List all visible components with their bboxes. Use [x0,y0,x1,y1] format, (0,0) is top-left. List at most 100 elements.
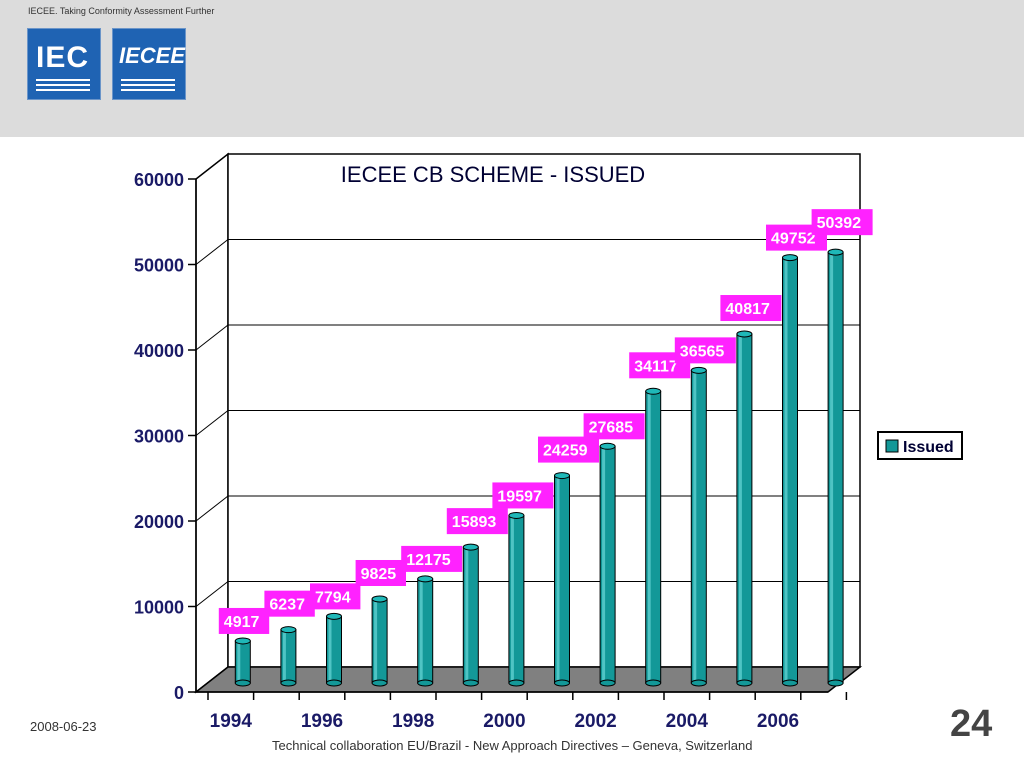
x-tick-label: 2000 [483,711,525,732]
bar [690,366,707,687]
logo-stripe [121,79,175,81]
gridline-diagonal [195,153,229,180]
data-label-box [446,508,508,535]
data-label-box [583,413,645,440]
data-label-box [674,337,736,364]
footer-text: Technical collaboration EU/Brazil - New … [272,738,753,753]
bar [782,254,798,687]
bar-top [326,612,342,620]
bar-top [417,575,434,583]
bar [234,637,251,687]
y-tick-label: 0 [174,683,184,703]
bar-top [736,330,753,338]
bar-top [599,442,616,450]
data-label-text: 40817 [725,301,770,318]
bar-highlight [784,257,788,683]
data-label-box [720,295,782,322]
chart-title: IECEE CB SCHEME - ISSUED [341,162,645,187]
bar-base [599,679,616,687]
data-label-box [492,482,554,509]
bar [462,543,479,687]
iecee-logo-text: IECEE [119,43,186,68]
data-label: 15893 [446,508,508,535]
chart-bars [234,248,844,687]
data-label-box [811,209,873,236]
bar-base [554,679,570,687]
iec-logo: IEC [27,28,101,100]
bar [645,387,662,687]
data-label-text: 36565 [680,343,725,360]
data-label: 9825 [355,559,406,586]
bar-top [280,626,297,634]
data-label-text: 12175 [406,552,451,569]
bar-highlight [556,475,560,683]
logo-stripe [36,79,90,81]
bar-highlight [465,547,469,683]
data-label: 34117 [629,352,691,379]
bar-highlight [237,640,241,683]
bar-top [690,366,707,374]
bar-top [508,511,525,519]
bar-base [280,679,297,687]
bar-top [645,387,662,395]
data-label-box [538,436,599,463]
bar-top [554,472,570,480]
x-tick-label: 2004 [666,711,709,732]
data-label-text: 50392 [817,215,862,232]
gridline-diagonal [195,239,229,265]
bar-base [782,679,798,687]
y-tick-label: 60000 [134,170,184,190]
data-label: 40817 [720,295,782,322]
x-tick-label: 1998 [392,711,434,732]
y-tick-label: 30000 [134,427,184,447]
page-number: 24 [950,703,993,745]
bar-top [234,637,251,645]
data-label-text: 4917 [224,614,260,631]
bar-top [827,248,844,256]
data-label-box [218,607,270,634]
bar-base [736,679,753,687]
bar-base [234,679,251,687]
bar [508,511,525,687]
iecee-logo: IECEE [112,28,186,100]
header-tagline: IECEE. Taking Conformity Assessment Furt… [28,6,215,16]
bar-highlight [374,598,378,683]
legend-label-issued: Issued [903,439,954,456]
bar-top [371,595,388,603]
bar-highlight [830,252,834,683]
bar-highlight [693,370,697,683]
data-label: 6237 [264,590,315,617]
bar [326,612,342,687]
iec-logo-text: IEC [36,41,90,74]
y-tick-label: 20000 [134,512,184,532]
gridline-diagonal [195,495,229,522]
logo-stripe [121,84,175,86]
legend-swatch [885,439,899,453]
data-label-text: 9825 [361,566,397,583]
logo-stripe [121,89,175,91]
logo-stripe [36,89,90,91]
data-label: 50392 [811,209,873,236]
data-label-box [355,559,406,586]
logo-stripe [36,84,90,86]
data-label-text: 27685 [589,419,634,436]
x-tick-label: 2002 [574,711,616,732]
data-label-text: 34117 [634,358,678,375]
data-label-text: 19597 [497,488,542,505]
bar-top [462,543,479,551]
bar [371,595,388,687]
y-axis: 0 10000 20000 30000 40000 50000 60000 [134,170,197,703]
gridline-diagonal [195,324,229,351]
bar-highlight [647,391,651,683]
y-tick-label: 10000 [134,598,184,618]
data-label-text: 6237 [269,597,305,614]
bar [417,575,434,687]
x-axis: 1994 1996 1998 2000 2002 2004 2006 [196,691,848,732]
chart-legend: Issued [877,431,963,460]
bar-highlight [282,629,286,683]
data-label-box [401,545,463,572]
data-label-text: 49752 [771,231,816,248]
slide-header: IECEE. Taking Conformity Assessment Furt… [0,0,1024,137]
